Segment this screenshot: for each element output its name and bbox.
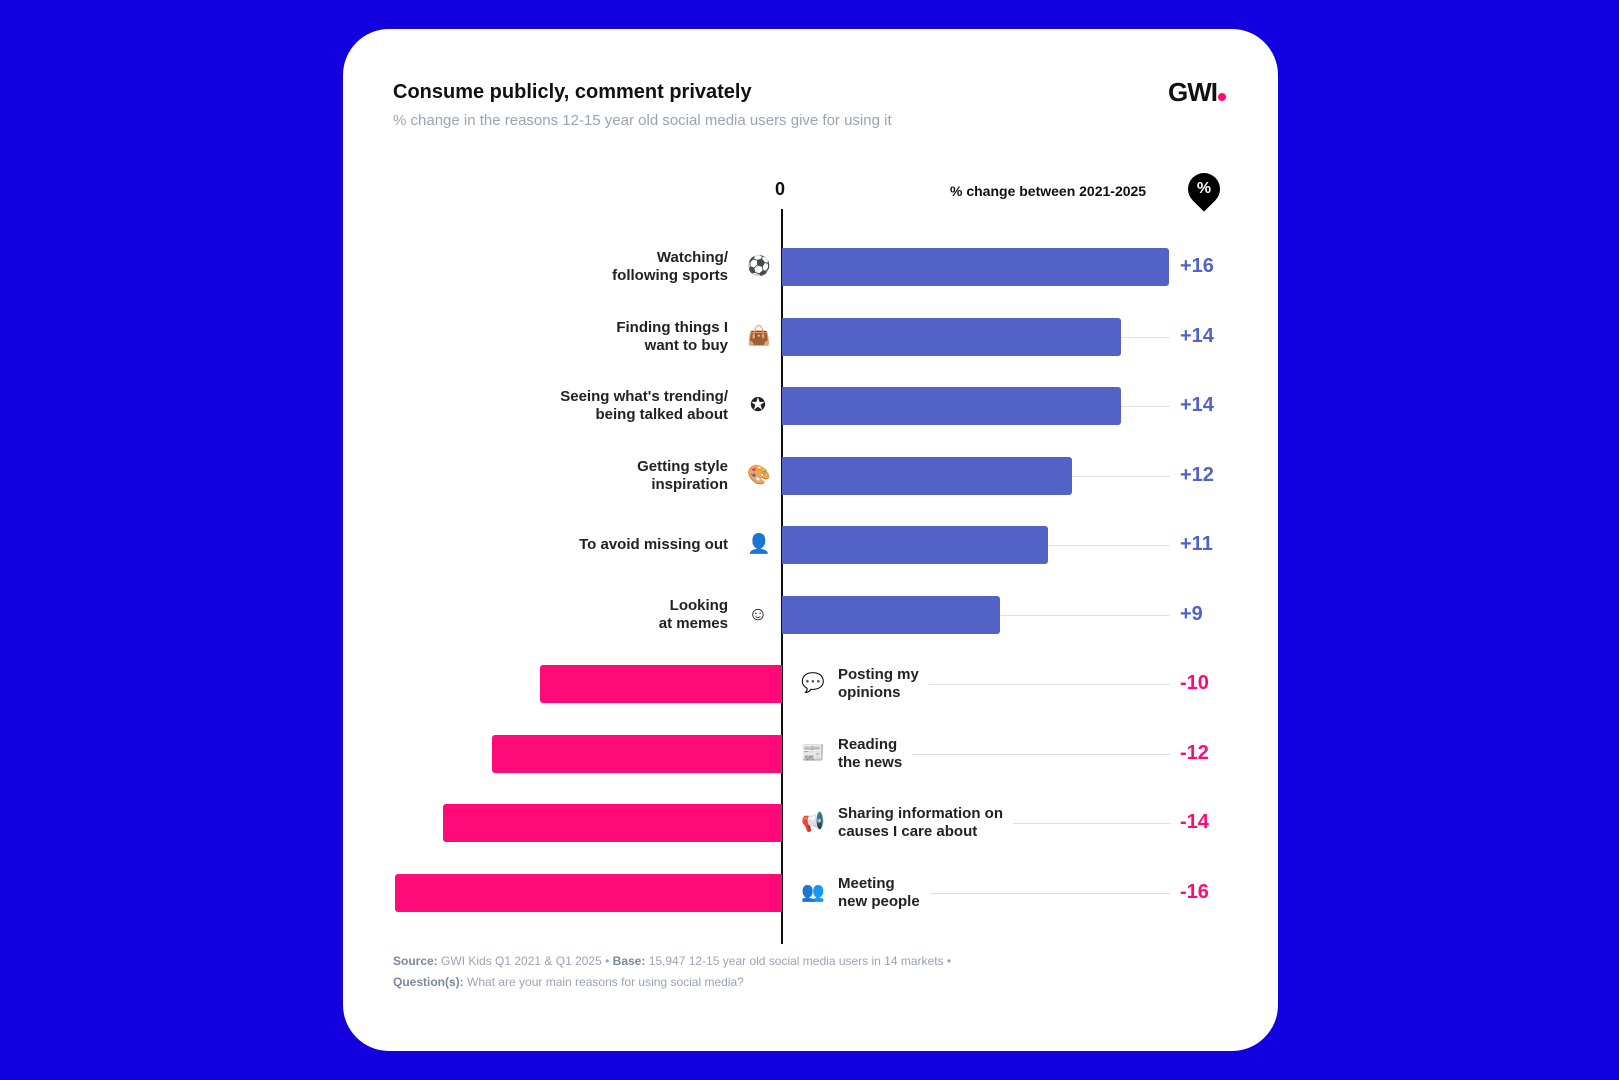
bar-row: Posting my opinions 💬 -10	[343, 664, 1278, 704]
trending-star-icon: ✪	[750, 395, 766, 416]
value-label: -10	[1180, 672, 1209, 694]
value-label: +11	[1180, 533, 1213, 555]
question-note: Question(s): What are your main reasons …	[393, 975, 744, 989]
value-label: -12	[1180, 741, 1209, 764]
leader-line	[929, 684, 1170, 685]
source-note: Source: GWI Kids Q1 2021 & Q1 2025 • Bas…	[393, 954, 952, 968]
palette-icon: 🎨	[747, 464, 771, 486]
bar-row: Sharing information on causes I care abou…	[343, 803, 1278, 843]
bar	[782, 526, 1049, 564]
category-label: Posting my opinions	[838, 666, 919, 701]
bar	[782, 387, 1121, 425]
category-label: To avoid missing out	[579, 536, 728, 553]
bar-row: Looking at memes ☺ +9	[343, 595, 1278, 635]
megaphone-icon: 📢	[801, 812, 825, 833]
bar	[782, 595, 1000, 634]
shopping-bag-icon: 👜	[747, 325, 771, 347]
value-label: +16	[1180, 255, 1214, 277]
leader-line	[1072, 475, 1170, 477]
legend-label: % change between 2021-2025	[950, 183, 1147, 199]
bar	[540, 665, 782, 703]
bar-row: Seeing what's trending/being talked abou…	[343, 386, 1278, 426]
chart-card: Consume publicly, comment privately % ch…	[343, 29, 1278, 1051]
bar-row: Meeting new people 👥 -16	[343, 873, 1278, 913]
bar	[782, 456, 1073, 495]
bar	[491, 734, 782, 773]
bar-row: To avoid missing out 👤 +11	[343, 525, 1278, 565]
value-label: +12	[1180, 463, 1214, 486]
leader-line	[999, 614, 1170, 616]
soccer-ball-icon: ⚽	[747, 256, 771, 277]
chart-subtitle: % change in the reasons 12-15 year old s…	[393, 112, 892, 129]
news-icon: 📰	[801, 742, 825, 764]
value-label: -14	[1180, 811, 1209, 833]
category-label: Looking at memes	[658, 596, 728, 632]
leader-line	[1169, 267, 1170, 268]
gwi-logo: GWI	[1168, 77, 1226, 108]
category-label: Sharing information on causes I care abou…	[838, 805, 1003, 840]
category-label: Getting style inspiration	[637, 457, 728, 493]
leader-line	[1120, 336, 1170, 338]
leader-line	[912, 753, 1170, 755]
category-label: Watching/following sports	[612, 249, 728, 284]
value-label: +9	[1180, 602, 1203, 625]
value-label: -16	[1180, 880, 1209, 903]
category-label: Seeing what's trending/being talked abou…	[560, 388, 728, 423]
bar	[443, 804, 782, 842]
bar-row: Reading the news 📰 -12	[343, 734, 1278, 774]
bar	[782, 317, 1121, 356]
person-heart-icon: 👤	[747, 534, 771, 555]
leader-line	[1013, 823, 1170, 824]
leader-line	[1120, 406, 1170, 407]
percent-pin-icon: %	[1181, 166, 1227, 212]
bar	[782, 248, 1170, 286]
speech-person-icon: 💬	[801, 673, 825, 694]
category-label: Meeting new people	[838, 874, 920, 910]
zero-axis-line	[781, 209, 783, 944]
leader-line	[1048, 545, 1170, 546]
chart-title: Consume publicly, comment privately	[393, 81, 752, 103]
axis-zero-label: 0	[775, 179, 786, 199]
bar-row: Watching/following sports ⚽ +16	[343, 247, 1278, 287]
value-label: +14	[1180, 324, 1214, 347]
value-label: +14	[1180, 394, 1214, 416]
bar-row: Getting style inspiration 🎨 +12	[343, 456, 1278, 496]
category-label: Reading the news	[838, 735, 903, 771]
smiley-icon: ☺	[748, 603, 768, 625]
people-icon: 👥	[801, 881, 825, 903]
bar	[394, 873, 782, 912]
leader-line	[930, 892, 1170, 894]
